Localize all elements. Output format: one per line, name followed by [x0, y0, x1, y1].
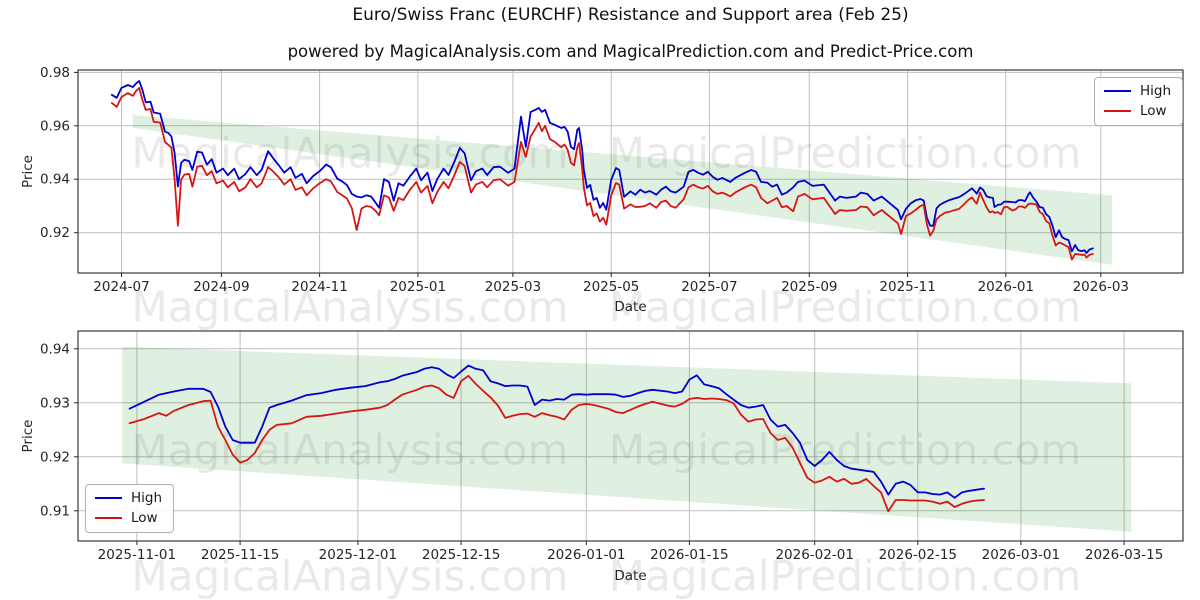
svg-text:2025-01: 2025-01 — [390, 279, 446, 295]
svg-text:2025-09: 2025-09 — [781, 279, 837, 295]
legend-bottom-chart: High Low — [85, 484, 175, 533]
watermark-text: MagicalPrediction.com — [609, 283, 1082, 332]
y-axis-label: Price — [20, 420, 36, 453]
bottom-chart-background — [78, 331, 1183, 541]
watermark-text: MagicalPrediction.com — [609, 129, 1082, 178]
resistance-support-area — [122, 346, 1132, 532]
svg-text:2025-07: 2025-07 — [681, 279, 737, 295]
y-axis-label: Price — [20, 155, 36, 188]
chart-subtitle: powered by MagicalAnalysis.com and Magic… — [287, 42, 974, 61]
svg-text:0.92: 0.92 — [40, 225, 70, 241]
svg-text:0.94: 0.94 — [40, 341, 70, 357]
legend-low-label: Low — [1140, 102, 1167, 119]
low-series-line — [110, 87, 1094, 261]
legend-low-label: Low — [131, 509, 158, 526]
svg-text:2025-12-01: 2025-12-01 — [319, 547, 397, 563]
svg-text:2025-11-15: 2025-11-15 — [201, 547, 279, 563]
high-line-swatch — [1104, 90, 1131, 93]
watermark-layer: MagicalAnalysis.com MagicalPrediction.com… — [132, 129, 1082, 600]
svg-text:2024-09: 2024-09 — [193, 279, 249, 295]
watermark-text: MagicalAnalysis.com — [132, 426, 569, 475]
svg-text:2026-03-15: 2026-03-15 — [1085, 547, 1163, 563]
top-chart: 0.92 0.94 0.96 0.98 2024-07 2024-09 2024-11 202… — [20, 65, 1184, 315]
svg-text:2026-02-01: 2026-02-01 — [775, 547, 853, 563]
svg-text:2025-11: 2025-11 — [879, 279, 935, 295]
svg-text:0.91: 0.91 — [40, 503, 70, 519]
svg-text:2025-03: 2025-03 — [485, 279, 541, 295]
svg-text:0.98: 0.98 — [40, 65, 70, 81]
legend-item-low: Low — [1104, 102, 1171, 119]
watermark-text: MagicalAnalysis.com — [132, 552, 569, 600]
legend-item-high: High — [1104, 84, 1171, 99]
svg-text:2025-05: 2025-05 — [583, 279, 639, 295]
watermark-text: MagicalAnalysis.com — [132, 283, 569, 332]
svg-text:2024-11: 2024-11 — [291, 279, 347, 295]
svg-text:2026-03: 2026-03 — [1073, 279, 1129, 295]
svg-text:0.92: 0.92 — [40, 449, 70, 465]
svg-text:0.93: 0.93 — [40, 395, 70, 411]
svg-text:2026-01-15: 2026-01-15 — [650, 547, 728, 563]
high-series-line — [128, 364, 985, 499]
low-series-line — [128, 374, 985, 513]
bottom-chart: 0.91 0.92 0.93 0.94 2025-11-01 2025-11-15 2025… — [20, 330, 1184, 584]
x-axis-label: Date — [614, 568, 646, 584]
legend-item-high: High — [95, 491, 162, 506]
chart-title: Euro/Swiss Franc (EURCHF) Resistance and… — [352, 5, 909, 25]
legend-high-label: High — [131, 490, 163, 506]
legend-top-chart: High Low — [1094, 77, 1184, 126]
svg-text:2025-11-01: 2025-11-01 — [98, 547, 176, 563]
svg-text:2026-03-01: 2026-03-01 — [982, 547, 1060, 563]
svg-text:2026-01: 2026-01 — [978, 279, 1034, 295]
high-series-line — [110, 80, 1094, 254]
svg-text:0.94: 0.94 — [40, 172, 70, 188]
legend-item-low: Low — [95, 509, 162, 526]
watermark-text: MagicalPrediction.com — [609, 426, 1082, 475]
low-line-swatch — [95, 517, 122, 520]
high-line-swatch — [95, 497, 122, 500]
svg-text:2026-02-15: 2026-02-15 — [879, 547, 957, 563]
svg-text:2025-12-15: 2025-12-15 — [422, 547, 500, 563]
svg-text:2024-07: 2024-07 — [93, 279, 149, 295]
x-axis-label: Date — [614, 299, 646, 315]
legend-high-label: High — [1140, 83, 1172, 99]
svg-text:0.96: 0.96 — [40, 118, 70, 134]
watermark-text: MagicalPrediction.com — [609, 552, 1082, 600]
low-line-swatch — [1104, 110, 1131, 113]
svg-text:2026-01-01: 2026-01-01 — [547, 547, 625, 563]
